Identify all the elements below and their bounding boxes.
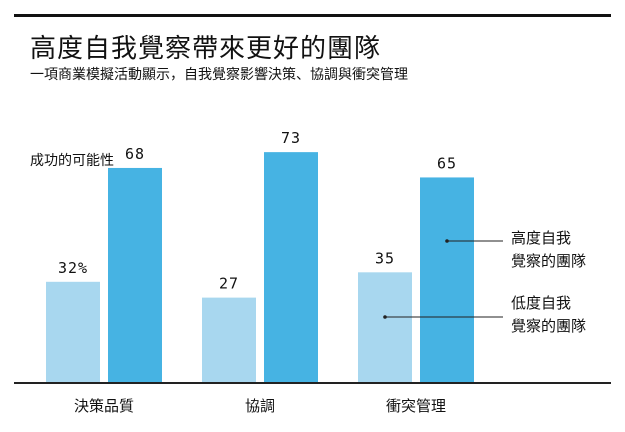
value-label-high-3: 65 (437, 154, 457, 172)
bar-low-3 (358, 272, 412, 383)
value-label-high-1: 68 (125, 145, 145, 163)
x-tick-label-2: 協調 (245, 397, 275, 415)
value-label-high-2: 73 (281, 129, 301, 147)
value-label-low-3: 35 (375, 249, 395, 267)
x-tick-label-3: 衝突管理 (386, 397, 446, 415)
bar-high-1 (108, 167, 162, 383)
bar-low-2 (202, 297, 256, 383)
value-label-low-2: 27 (219, 275, 239, 293)
legend-label-high-line2: 覺察的團隊 (511, 252, 586, 270)
legend-label-low-line2: 覺察的團隊 (511, 317, 586, 335)
legend-label-low-line1: 低度自我 (511, 294, 571, 312)
y-axis-label: 成功的可能性 (30, 153, 114, 169)
chart-subtitle: 一項商業模擬活動顯示，自我覺察影響決策、協調與衝突管理 (30, 67, 408, 83)
value-label-low-1: 32% (58, 259, 88, 277)
chart-title: 高度自我覺察帶來更好的團隊 (30, 34, 382, 64)
bar-high-3 (420, 177, 474, 383)
top-rule (14, 14, 611, 17)
x-tick-label-1: 決策品質 (74, 397, 134, 415)
legend-label-high-line1: 高度自我 (511, 229, 571, 247)
bar-high-2 (264, 152, 318, 383)
bar-low-1 (46, 281, 100, 383)
